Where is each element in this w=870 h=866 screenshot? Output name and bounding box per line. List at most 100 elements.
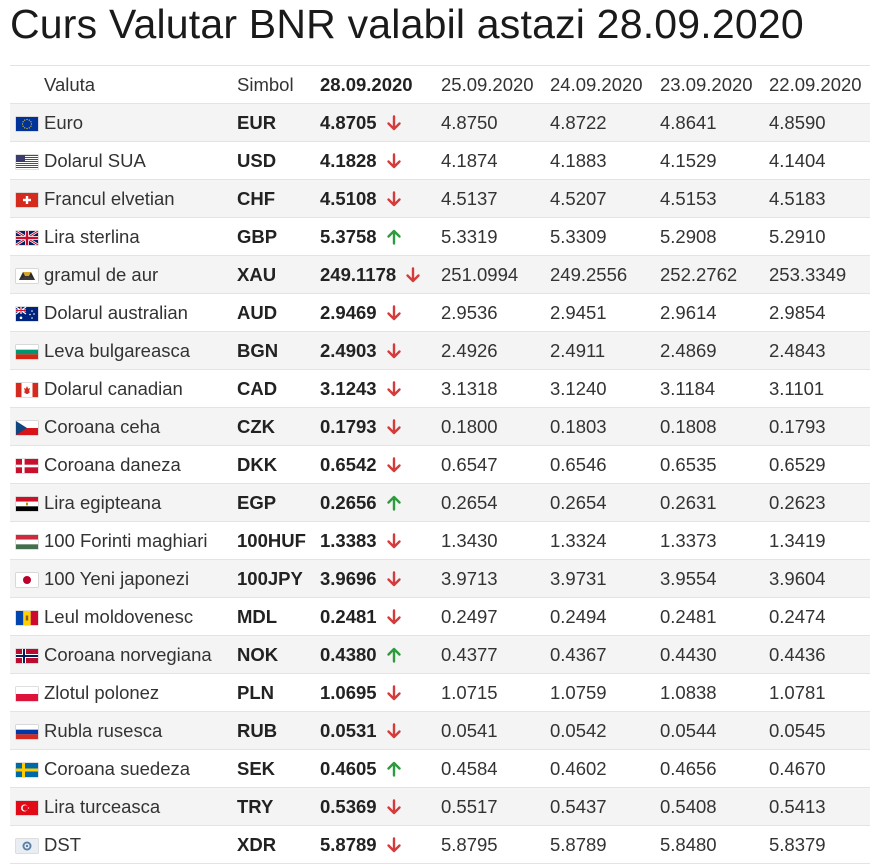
historical-rate: 1.3419 xyxy=(769,521,870,560)
current-rate-cell: 0.2656 xyxy=(320,483,441,522)
current-rate: 4.1828 xyxy=(320,149,377,171)
arrow-up-icon xyxy=(386,229,402,245)
currency-symbol: XAU xyxy=(237,255,320,294)
currency-symbol: 100HUF xyxy=(237,521,320,560)
historical-rate: 0.0542 xyxy=(550,711,660,750)
historical-rate: 0.1803 xyxy=(550,407,660,446)
currency-symbol: BGN xyxy=(237,331,320,370)
currency-symbol: TRY xyxy=(237,787,320,826)
arrow-down-icon xyxy=(386,836,402,853)
currency-name: Dolarul canadian xyxy=(44,369,237,408)
current-rate-cell: 2.9469 xyxy=(320,293,441,332)
table-row: Francul elvetian CHF 4.5108 4.5137 4.5207 4.5… xyxy=(10,179,870,218)
historical-rate: 0.6535 xyxy=(660,445,769,484)
table-row: Rubla rusesca RUB 0.0531 0.0541 0.0542 0.0544… xyxy=(10,711,870,750)
historical-rate: 0.2631 xyxy=(660,483,769,522)
currency-name: Coroana norvegiana xyxy=(44,635,237,674)
current-rate: 0.1793 xyxy=(320,415,377,437)
ru-flag-icon xyxy=(16,724,38,739)
arrow-down-icon xyxy=(386,342,402,359)
historical-rate: 0.2654 xyxy=(550,483,660,522)
current-rate-cell: 0.6542 xyxy=(320,445,441,484)
historical-rate: 0.5413 xyxy=(769,787,870,826)
historical-rate: 249.2556 xyxy=(550,255,660,294)
currency-symbol: GBP xyxy=(237,217,320,256)
current-rate-cell: 0.2481 xyxy=(320,597,441,636)
currency-name: Rubla rusesca xyxy=(44,711,237,750)
current-rate-cell: 0.4605 xyxy=(320,749,441,788)
historical-rate: 4.5183 xyxy=(769,179,870,218)
currency-symbol: XDR xyxy=(237,825,320,864)
current-rate-cell: 3.9696 xyxy=(320,559,441,598)
flag-cell xyxy=(10,407,44,446)
currency-name: Lira egipteana xyxy=(44,483,237,522)
current-rate: 4.8705 xyxy=(320,111,377,133)
currency-symbol: CAD xyxy=(237,369,320,408)
currency-symbol: DKK xyxy=(237,445,320,484)
current-rate: 5.3758 xyxy=(320,225,377,247)
historical-rate: 2.4869 xyxy=(660,331,769,370)
arrow-down-icon xyxy=(386,190,402,207)
arrow-down-icon xyxy=(386,798,402,815)
flag-cell xyxy=(10,217,44,256)
arrow-up-icon xyxy=(386,495,402,511)
currency-name: Dolarul SUA xyxy=(44,141,237,180)
historical-rate: 0.0544 xyxy=(660,711,769,750)
historical-rate: 3.9713 xyxy=(441,559,550,598)
historical-rate: 0.5408 xyxy=(660,787,769,826)
gb-flag-icon xyxy=(16,230,38,245)
currency-symbol: AUD xyxy=(237,293,320,332)
currency-symbol: EUR xyxy=(237,103,320,142)
currency-name: 100 Yeni japonezi xyxy=(44,559,237,598)
current-rate-cell: 0.0531 xyxy=(320,711,441,750)
historical-rate: 0.6546 xyxy=(550,445,660,484)
current-rate-cell: 5.3758 xyxy=(320,217,441,256)
historical-rate: 4.1883 xyxy=(550,141,660,180)
historical-rate: 0.5517 xyxy=(441,787,550,826)
current-rate: 0.5369 xyxy=(320,795,377,817)
historical-rate: 4.8750 xyxy=(441,103,550,142)
historical-rate: 1.3324 xyxy=(550,521,660,560)
header-date: 23.09.2020 xyxy=(660,65,769,104)
header-valuta: Valuta xyxy=(44,65,237,104)
current-rate-cell: 4.5108 xyxy=(320,179,441,218)
table-row: Dolarul SUA USD 4.1828 4.1874 4.1883 4.1529 4.… xyxy=(10,141,870,180)
historical-rate: 2.4911 xyxy=(550,331,660,370)
historical-rate: 5.2908 xyxy=(660,217,769,256)
historical-rate: 2.4926 xyxy=(441,331,550,370)
historical-rate: 0.4436 xyxy=(769,635,870,674)
currency-name: Francul elvetian xyxy=(44,179,237,218)
currency-name: Zlotul polonez xyxy=(44,673,237,712)
table-row: Coroana suedeza SEK 0.4605 0.4584 0.4602 0.46… xyxy=(10,749,870,788)
table-row: Zlotul polonez PLN 1.0695 1.0715 1.0759 1.083… xyxy=(10,673,870,712)
gold-icon xyxy=(16,268,38,283)
header-date: 25.09.2020 xyxy=(441,65,550,104)
table-row: Lira turceasca TRY 0.5369 0.5517 0.5437 0.540… xyxy=(10,787,870,826)
current-rate-cell: 0.4380 xyxy=(320,635,441,674)
arrow-down-icon xyxy=(386,684,402,701)
header-date: 24.09.2020 xyxy=(550,65,660,104)
table-row: Lira sterlina GBP 5.3758 5.3319 5.3309 5.2908… xyxy=(10,217,870,256)
currency-name: Leul moldovenesc xyxy=(44,597,237,636)
table-row: Dolarul australian AUD 2.9469 2.9536 2.9451 2… xyxy=(10,293,870,332)
flag-cell xyxy=(10,521,44,560)
historical-rate: 3.1101 xyxy=(769,369,870,408)
historical-rate: 4.8641 xyxy=(660,103,769,142)
current-rate-cell: 0.5369 xyxy=(320,787,441,826)
page-title: Curs Valutar BNR valabil astazi 28.09.20… xyxy=(10,1,804,47)
historical-rate: 2.9854 xyxy=(769,293,870,332)
historical-rate: 2.9614 xyxy=(660,293,769,332)
current-rate: 1.0695 xyxy=(320,681,377,703)
flag-cell xyxy=(10,445,44,484)
historical-rate: 0.0545 xyxy=(769,711,870,750)
current-rate: 2.4903 xyxy=(320,339,377,361)
currency-name: Euro xyxy=(44,103,237,142)
flag-cell xyxy=(10,293,44,332)
historical-rate: 4.1404 xyxy=(769,141,870,180)
arrow-down-icon xyxy=(386,380,402,397)
historical-rate: 253.3349 xyxy=(769,255,870,294)
current-rate-cell: 1.0695 xyxy=(320,673,441,712)
historical-rate: 5.8789 xyxy=(550,825,660,864)
table-row: Dolarul canadian CAD 3.1243 3.1318 3.1240 3.1… xyxy=(10,369,870,408)
dk-flag-icon xyxy=(16,458,38,473)
